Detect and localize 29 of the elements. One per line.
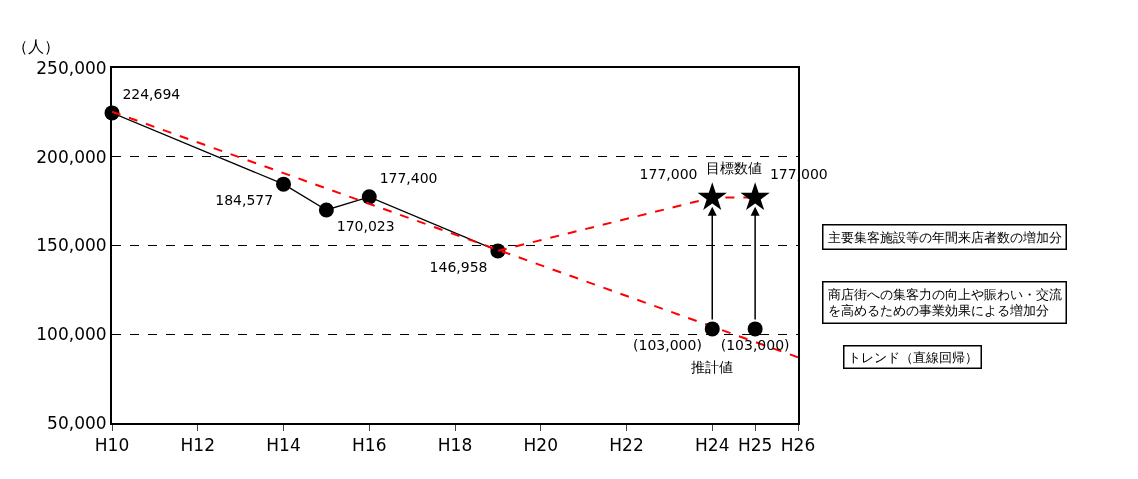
- y-tick-label: 150,000: [36, 235, 107, 256]
- data-label: (103,000): [633, 336, 702, 353]
- y-tick-label: 250,000: [36, 57, 107, 78]
- data-label: 224,694: [122, 86, 181, 103]
- x-tick-label: H18: [437, 435, 473, 456]
- x-tick-label: H12: [180, 435, 215, 456]
- x-tick-label: H10: [94, 435, 130, 456]
- data-label: 170,023: [336, 217, 395, 234]
- y-tick-label: 200,000: [36, 146, 107, 167]
- data-label: 177,400: [379, 169, 438, 186]
- data-label: (103,000): [720, 336, 790, 353]
- data-label: 184,577: [215, 192, 274, 209]
- annotation: 推計値: [691, 359, 733, 375]
- y-tick-label: 50,000: [47, 412, 107, 433]
- annotation: 目標数値: [706, 160, 762, 176]
- x-tick-label: H24: [695, 435, 730, 456]
- data-label: 177,000: [639, 166, 698, 183]
- text: トレンド（直線回帰）: [847, 349, 978, 365]
- x-tick-label: H26: [780, 435, 816, 456]
- text: 主要集客施設等の年間来店者数の増加分: [827, 229, 1062, 245]
- data-label: 146,958: [429, 258, 488, 275]
- x-tick-label: H25: [737, 435, 773, 456]
- y-axis-title: （人）: [12, 37, 60, 56]
- x-tick-label: H22: [609, 435, 644, 456]
- x-tick-label: H14: [266, 435, 301, 456]
- x-tick-label: H16: [352, 435, 387, 456]
- x-tick-label: H20: [523, 435, 558, 456]
- text: 商店街への集客力の向上や賑わい・交流を高めるための事業効果による増加分: [827, 286, 1062, 319]
- y-tick-label: 100,000: [36, 324, 107, 345]
